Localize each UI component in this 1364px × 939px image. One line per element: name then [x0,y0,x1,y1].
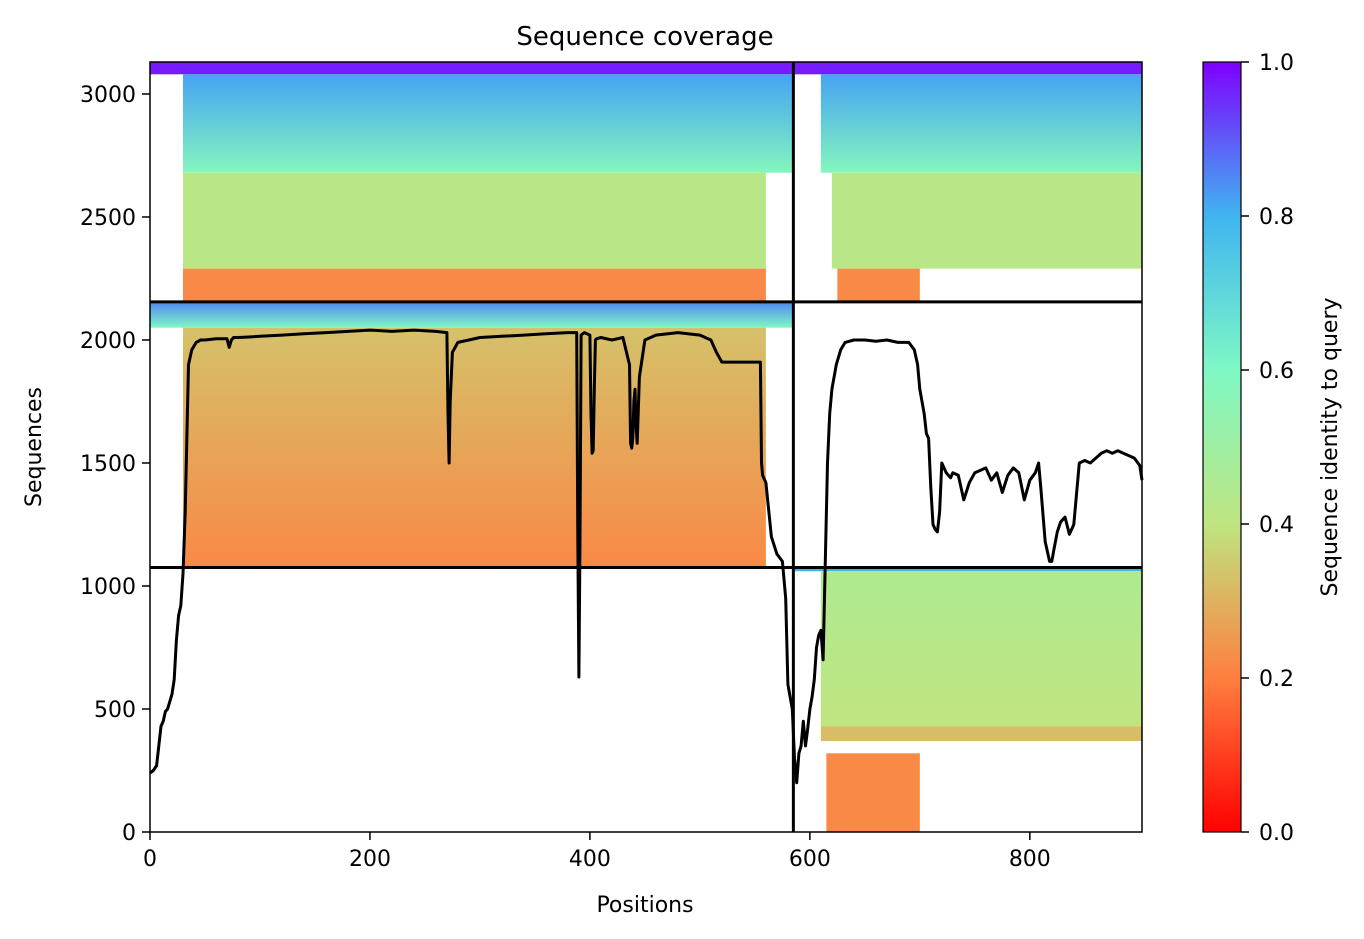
x-axis: 0 200 400 600 800 [143,832,1051,872]
coverage-block [150,62,794,75]
colorbar: 0.0 0.2 0.4 0.6 0.8 1.0 Sequence identity to … [1202,51,1343,846]
colorbar-label: Sequence identity to query [1318,297,1343,596]
x-tick-label: 600 [789,847,831,872]
colorbar-tick-label: 0.0 [1259,821,1294,846]
plot-area [149,61,1144,833]
coverage-block [182,172,766,269]
colorbar-tick-label: 0.2 [1259,667,1294,692]
coverage-block [793,567,1142,572]
y-tick-label: 500 [94,698,136,723]
coverage-block [793,62,1142,75]
y-axis: 0 500 1000 1500 2000 2500 3000 [80,83,150,846]
x-tick-label: 200 [349,847,391,872]
colorbar-gradient [1202,61,1242,833]
y-tick-label: 2500 [80,206,136,231]
coverage-block [837,268,920,301]
colorbar-tick-label: 1.0 [1259,51,1294,76]
colorbar-tick-label: 0.6 [1259,359,1294,384]
coverage-block [182,74,794,173]
coverage-block [820,74,1142,173]
chart-title: Sequence coverage [516,22,773,52]
coverage-block [820,726,1142,741]
x-axis-label: Positions [596,893,693,918]
coverage-block [150,301,794,328]
y-tick-label: 1500 [80,452,136,477]
x-tick-label: 0 [143,847,157,872]
coverage-block [831,172,1142,269]
x-tick-label: 800 [1009,847,1051,872]
y-tick-label: 3000 [80,83,136,108]
coverage-block [826,753,920,832]
y-axis-label: Sequences [22,387,47,507]
y-tick-label: 1000 [80,575,136,600]
coverage-block [820,571,1142,727]
plot-frame [149,61,1143,833]
colorbar-tick-label: 0.8 [1259,205,1294,230]
coverage-block [182,268,766,301]
x-tick-label: 400 [569,847,611,872]
coverage-block [182,327,766,567]
colorbar-tick-label: 0.4 [1259,513,1294,538]
coverage-line [149,328,1144,785]
colorbar-ticks: 0.0 0.2 0.4 0.6 0.8 1.0 [1241,51,1294,846]
y-tick-label: 0 [122,821,136,846]
y-tick-label: 2000 [80,329,136,354]
